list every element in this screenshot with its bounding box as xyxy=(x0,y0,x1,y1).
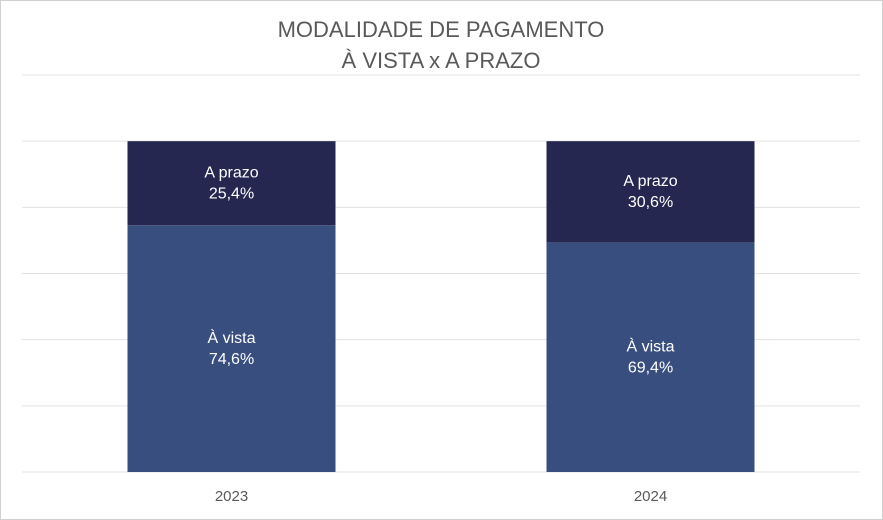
data-label: 30,6% xyxy=(628,194,673,211)
bar-segment xyxy=(546,141,755,243)
x-tick-label: 2023 xyxy=(215,488,248,505)
data-label: 74,6% xyxy=(209,351,254,368)
chart-title: MODALIDADE DE PAGAMENTO xyxy=(278,17,605,42)
data-label: 25,4% xyxy=(209,185,254,202)
bar-segment xyxy=(127,225,336,472)
segment-name: À vista xyxy=(207,328,255,347)
segment-name: À vista xyxy=(626,336,674,355)
x-tick-label: 2024 xyxy=(634,488,667,505)
segment-name: A prazo xyxy=(623,173,677,190)
segment-name: A prazo xyxy=(204,164,258,181)
bar-segment xyxy=(546,242,755,472)
data-label: 69,4% xyxy=(628,359,673,376)
bar-segment xyxy=(127,141,336,226)
chart-subtitle: À VISTA x A PRAZO xyxy=(342,48,541,73)
